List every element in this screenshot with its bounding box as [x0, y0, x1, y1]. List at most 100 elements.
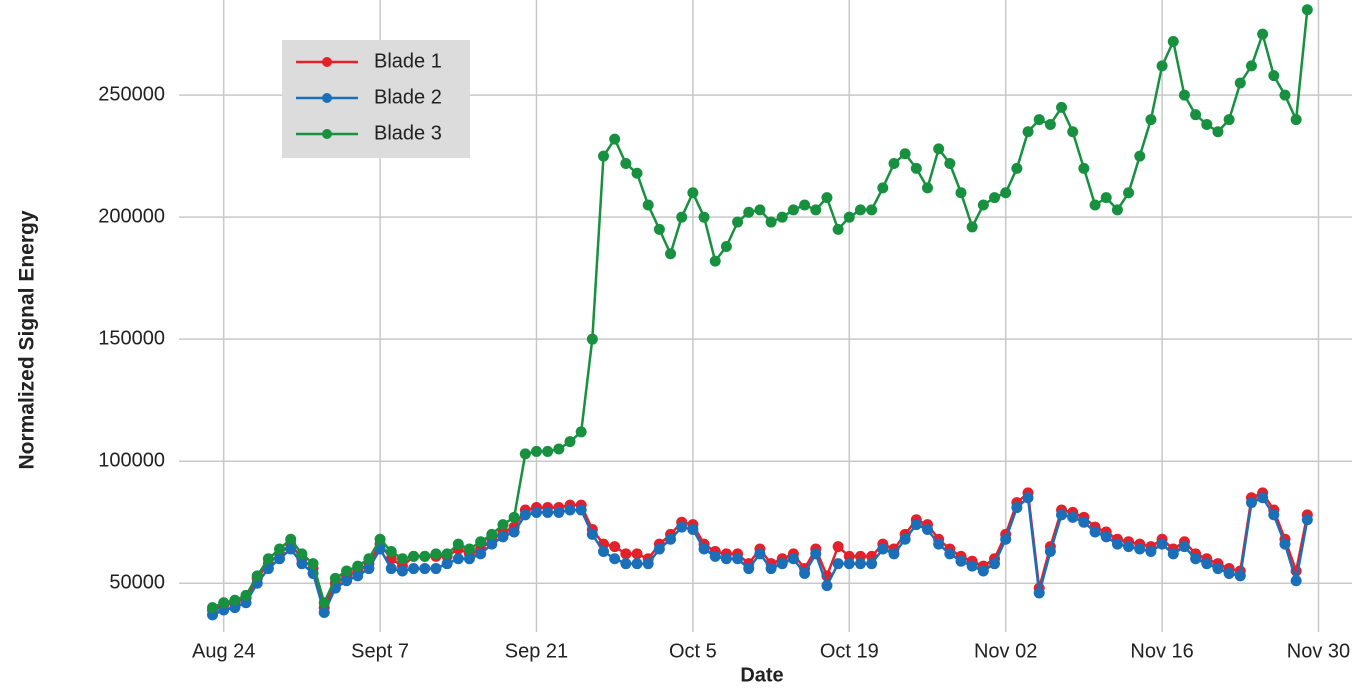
marker: [687, 187, 699, 199]
marker: [497, 519, 509, 531]
marker: [363, 563, 375, 575]
marker: [329, 572, 341, 584]
marker: [1145, 545, 1157, 557]
marker: [251, 570, 263, 582]
marker: [620, 558, 632, 570]
legend-label: Blade 1: [374, 50, 442, 72]
marker: [285, 533, 297, 545]
legend-marker: [322, 57, 332, 67]
marker: [977, 565, 989, 577]
marker: [832, 558, 844, 570]
marker: [1178, 89, 1190, 101]
marker: [1067, 126, 1079, 138]
marker: [832, 541, 844, 553]
marker: [296, 548, 308, 560]
marker: [1044, 545, 1056, 557]
marker: [1022, 126, 1034, 138]
marker: [944, 548, 956, 560]
x-axis-label: Date: [740, 664, 783, 686]
marker: [207, 602, 219, 614]
marker: [1279, 538, 1291, 550]
marker: [1033, 114, 1045, 126]
marker: [921, 182, 933, 194]
marker: [888, 157, 900, 169]
marker: [385, 563, 397, 575]
marker: [1212, 126, 1224, 138]
marker: [877, 182, 889, 194]
marker: [408, 550, 420, 562]
marker: [787, 204, 799, 216]
marker: [341, 575, 353, 587]
marker: [1089, 199, 1101, 211]
marker: [754, 204, 766, 216]
marker: [385, 545, 397, 557]
y-tick-label: 200000: [98, 205, 165, 227]
y-axis-label: Normalized Signal Energy: [16, 210, 39, 469]
marker: [452, 538, 464, 550]
marker: [352, 560, 364, 572]
marker: [799, 199, 811, 211]
marker: [553, 506, 565, 518]
marker: [799, 567, 811, 579]
marker: [631, 548, 643, 560]
marker: [665, 533, 677, 545]
marker: [1257, 28, 1269, 40]
marker: [1123, 187, 1135, 199]
marker: [285, 543, 297, 555]
marker: [821, 192, 833, 204]
marker: [508, 526, 520, 538]
marker: [430, 548, 442, 560]
marker: [720, 240, 732, 252]
marker: [609, 133, 621, 145]
marker: [1056, 101, 1068, 113]
marker: [989, 558, 1001, 570]
marker: [899, 533, 911, 545]
marker: [1078, 516, 1090, 528]
marker: [765, 216, 777, 228]
marker: [776, 211, 788, 223]
marker: [1234, 77, 1246, 89]
marker: [1022, 492, 1034, 504]
marker: [765, 563, 777, 575]
y-tick-label: 100000: [98, 449, 165, 471]
marker: [508, 511, 520, 523]
legend: Blade 1 Blade 2 Blade 3: [282, 40, 470, 158]
marker: [933, 143, 945, 155]
marker: [1301, 514, 1313, 526]
x-tick-label: Oct 5: [669, 640, 717, 662]
marker: [1100, 192, 1112, 204]
y-tick-label: 150000: [98, 327, 165, 349]
marker: [274, 553, 286, 565]
marker: [977, 199, 989, 211]
marker: [396, 553, 408, 565]
marker: [843, 211, 855, 223]
marker: [1111, 538, 1123, 550]
legend-marker: [322, 93, 332, 103]
marker: [363, 553, 375, 565]
marker: [497, 531, 509, 543]
marker: [463, 553, 475, 565]
marker: [1089, 526, 1101, 538]
marker: [542, 445, 554, 457]
grid: [179, 0, 1352, 632]
marker: [1078, 162, 1090, 174]
marker: [709, 550, 721, 562]
marker: [408, 563, 420, 575]
marker: [631, 167, 643, 179]
marker: [564, 436, 576, 448]
marker: [866, 558, 878, 570]
marker: [586, 333, 598, 345]
marker: [575, 426, 587, 438]
x-tick-label: Oct 19: [820, 640, 879, 662]
y-tick-label: 50000: [109, 571, 165, 593]
marker: [966, 560, 978, 572]
x-tick-label: Nov 30: [1287, 640, 1350, 662]
marker: [944, 157, 956, 169]
marker: [274, 543, 286, 555]
marker: [810, 548, 822, 560]
x-tick-label: Nov 02: [974, 640, 1037, 662]
marker: [888, 548, 900, 560]
marker: [1067, 511, 1079, 523]
marker: [653, 223, 665, 235]
